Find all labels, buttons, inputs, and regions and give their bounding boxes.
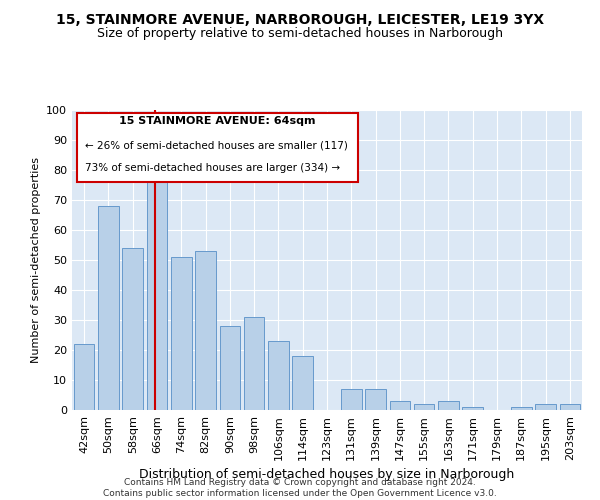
Bar xyxy=(535,404,556,410)
Bar xyxy=(463,407,483,410)
Bar xyxy=(171,257,191,410)
Bar xyxy=(268,341,289,410)
X-axis label: Distribution of semi-detached houses by size in Narborough: Distribution of semi-detached houses by … xyxy=(139,468,515,481)
FancyBboxPatch shape xyxy=(77,113,358,182)
Text: ← 26% of semi-detached houses are smaller (117): ← 26% of semi-detached houses are smalle… xyxy=(85,140,347,150)
Text: Contains HM Land Registry data © Crown copyright and database right 2024.
Contai: Contains HM Land Registry data © Crown c… xyxy=(103,478,497,498)
Bar xyxy=(122,248,143,410)
Bar xyxy=(438,401,459,410)
Text: 73% of semi-detached houses are larger (334) →: 73% of semi-detached houses are larger (… xyxy=(85,162,340,172)
Text: 15 STAINMORE AVENUE: 64sqm: 15 STAINMORE AVENUE: 64sqm xyxy=(119,116,316,126)
Bar xyxy=(98,206,119,410)
Bar xyxy=(365,389,386,410)
Bar xyxy=(511,407,532,410)
Bar xyxy=(414,404,434,410)
Bar xyxy=(146,170,167,410)
Text: 15, STAINMORE AVENUE, NARBOROUGH, LEICESTER, LE19 3YX: 15, STAINMORE AVENUE, NARBOROUGH, LEICES… xyxy=(56,12,544,26)
Bar xyxy=(292,356,313,410)
Bar xyxy=(195,251,216,410)
Bar xyxy=(560,404,580,410)
Bar xyxy=(389,401,410,410)
Bar xyxy=(74,344,94,410)
Bar xyxy=(220,326,240,410)
Y-axis label: Number of semi-detached properties: Number of semi-detached properties xyxy=(31,157,41,363)
Bar xyxy=(341,389,362,410)
Bar xyxy=(244,317,265,410)
Text: Size of property relative to semi-detached houses in Narborough: Size of property relative to semi-detach… xyxy=(97,28,503,40)
